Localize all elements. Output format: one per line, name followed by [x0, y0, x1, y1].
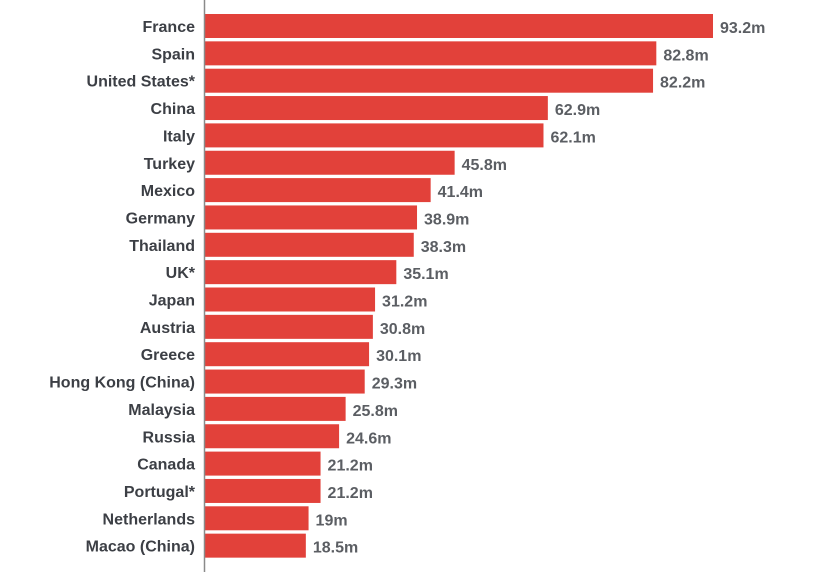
category-label: United States* [87, 74, 196, 91]
category-label: Turkey [144, 156, 195, 173]
bar-japan [205, 287, 376, 312]
bar-china [205, 96, 548, 121]
bar-austria [205, 314, 373, 339]
category-label: Germany [126, 210, 195, 227]
category-label: Thailand [129, 238, 195, 255]
value-label: 21.2m [328, 458, 373, 475]
bar-canada [205, 451, 321, 476]
category-label: Russia [143, 429, 196, 446]
bar-hong-kong-china [205, 369, 365, 394]
value-labels-group: 93.2m 82.8m 82.2m 62.9m 62.1m 45.8m 41.4m 38.9m… [313, 20, 766, 557]
bar-france [205, 14, 713, 38]
category-label: UK* [166, 265, 196, 282]
bar-mexico [205, 178, 431, 203]
value-label: 38.9m [424, 211, 469, 228]
category-label: China [151, 101, 196, 118]
bar-uk [205, 260, 397, 285]
value-label: 93.2m [720, 20, 765, 37]
category-label: Spain [151, 46, 195, 63]
value-label: 18.5m [313, 540, 358, 557]
category-labels-group: France Spain United States* China Italy Turke… [49, 19, 196, 556]
value-label: 41.4m [438, 184, 483, 201]
category-label: Macao (China) [86, 539, 195, 556]
category-label: Greece [141, 347, 195, 364]
bar-italy [205, 123, 544, 148]
category-label: Mexico [141, 183, 195, 200]
bar-germany [205, 205, 418, 230]
category-label: Malaysia [128, 402, 195, 419]
value-label: 30.1m [376, 348, 421, 365]
bar-netherlands [205, 506, 309, 531]
category-label: Austria [140, 320, 195, 337]
value-label: 82.2m [660, 75, 705, 92]
bar-russia [205, 424, 340, 449]
value-label: 35.1m [403, 266, 448, 283]
bar-turkey [205, 150, 455, 175]
category-label: Japan [149, 293, 195, 310]
bar-united-states [205, 68, 654, 93]
value-label: 62.9m [555, 102, 600, 119]
value-label: 19m [316, 512, 348, 529]
value-label: 62.1m [550, 129, 595, 146]
value-label: 25.8m [353, 403, 398, 420]
category-label: France [143, 19, 196, 36]
value-label: 45.8m [462, 157, 507, 174]
value-label: 31.2m [382, 294, 427, 311]
category-label: Canada [137, 457, 195, 474]
value-label: 29.3m [372, 376, 417, 393]
bar-macao-china [205, 533, 306, 558]
bars-group [205, 14, 713, 558]
bar-portugal [205, 478, 321, 503]
bar-thailand [205, 232, 414, 257]
bar-greece [205, 342, 370, 367]
value-label: 24.6m [346, 430, 391, 447]
value-label: 82.8m [663, 47, 708, 64]
category-label: Italy [163, 128, 195, 145]
category-label: Portugal* [124, 484, 196, 501]
value-label: 21.2m [328, 485, 373, 502]
category-label: Netherlands [103, 511, 196, 528]
bar-spain [205, 41, 657, 66]
category-label: Hong Kong (China) [49, 375, 195, 392]
value-label: 30.8m [380, 321, 425, 338]
value-label: 38.3m [421, 239, 466, 256]
bar-malaysia [205, 396, 346, 421]
